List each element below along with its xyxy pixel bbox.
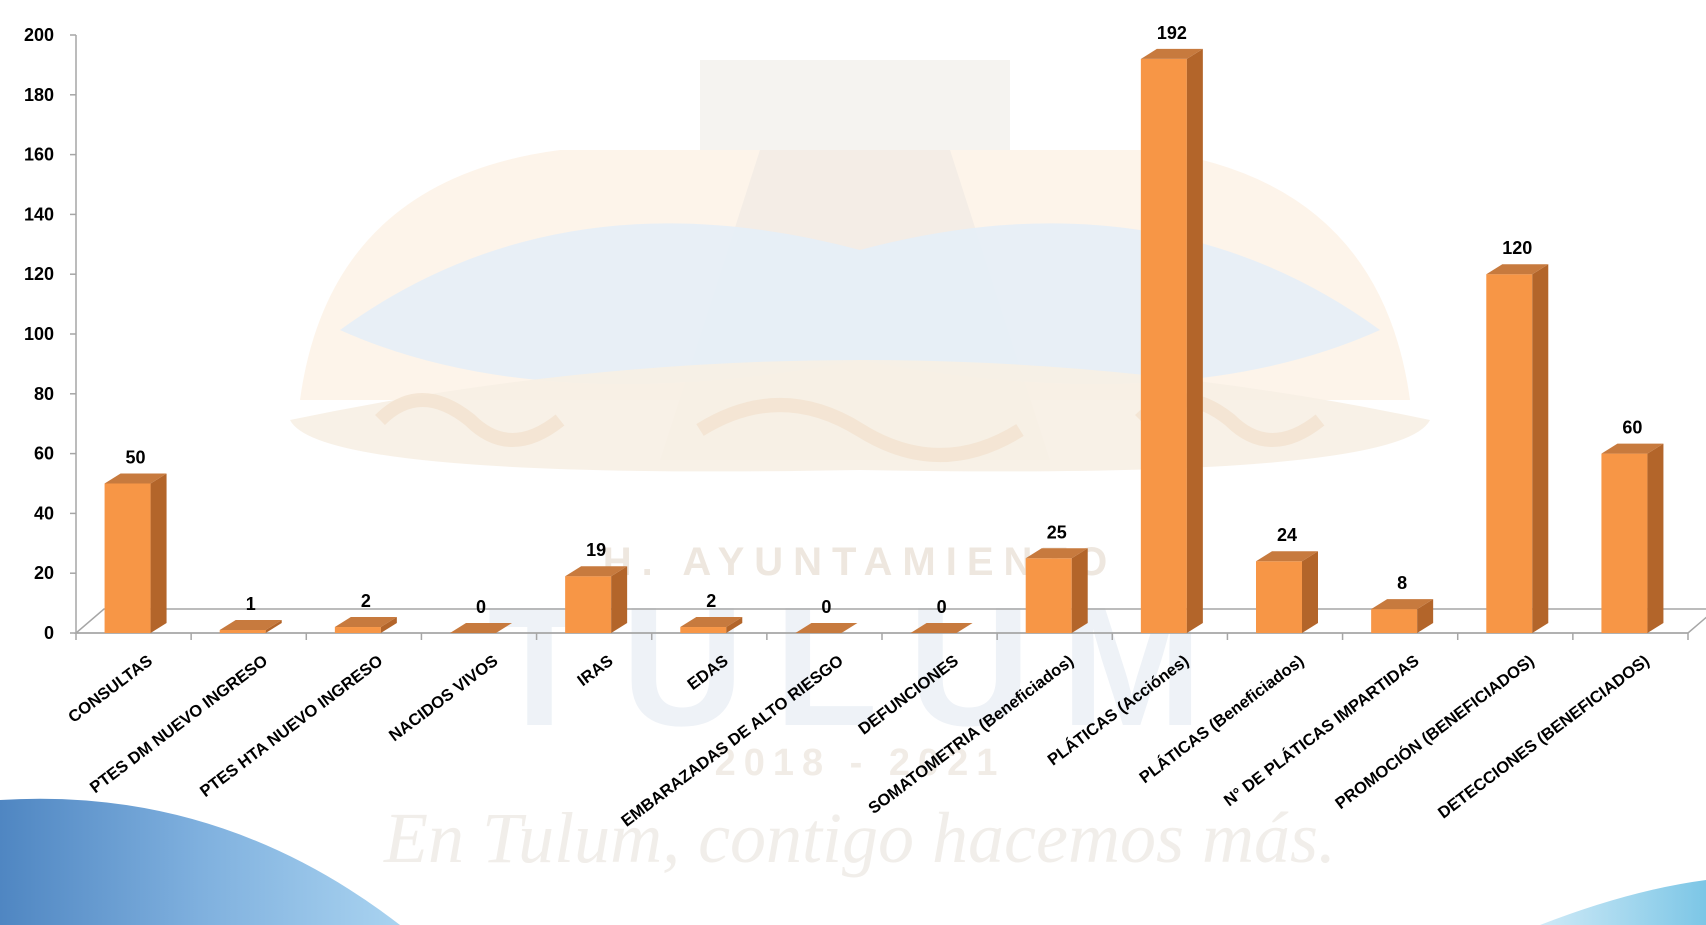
bar (104, 473, 167, 633)
bar-front-face (1486, 274, 1533, 633)
bar-side-face (1417, 599, 1434, 633)
bar-top-face (1256, 551, 1318, 562)
y-tick-label: 80 (34, 384, 54, 404)
bar-front-face (104, 483, 151, 633)
y-tick-label: 200 (24, 25, 54, 45)
y-tick-label: 180 (24, 85, 54, 105)
bar-front-face (565, 576, 612, 633)
bar-front-face (219, 630, 266, 633)
bar-top-face (334, 617, 397, 628)
x-category-label: CONSULTAS (65, 652, 156, 727)
bar-front-face (1601, 453, 1648, 633)
bar-front-face (1140, 58, 1187, 634)
bar-front-face (680, 627, 727, 633)
y-tick-label: 40 (34, 503, 54, 523)
y-tick-label: 120 (24, 264, 54, 284)
data-label: 24 (1277, 525, 1297, 545)
y-tick-label: 140 (24, 204, 54, 224)
wave-left-decoration (0, 798, 400, 925)
y-tick-label: 100 (24, 324, 54, 344)
bar-front-face (1256, 561, 1302, 633)
bar-top-face (1025, 548, 1088, 559)
bar (1256, 551, 1318, 633)
x-category-label: DETECCIONES (BENEFICIADOS) (1435, 652, 1653, 823)
bar-series (104, 48, 1664, 634)
data-label: 2 (361, 591, 371, 611)
bar-top-face (219, 620, 282, 631)
bar (1140, 48, 1203, 634)
bar-side-face (1071, 548, 1088, 633)
bar-side-face (265, 620, 282, 633)
data-label: 192 (1157, 23, 1187, 43)
bar (680, 617, 743, 633)
data-label: 8 (1397, 573, 1407, 593)
bar-top-face (1486, 264, 1549, 275)
data-label: 120 (1502, 238, 1532, 258)
bar-top-face (795, 623, 858, 633)
x-category-label: PROMOCIÓN (BENEFICIADOS) (1332, 651, 1538, 813)
bar (334, 617, 397, 633)
wave-right-decoration (1540, 880, 1706, 925)
x-category-label: PTES DM NUEVO INGRESO (87, 652, 271, 797)
data-label: 0 (476, 597, 486, 617)
bar (1486, 264, 1549, 633)
x-category-label: PTES HTA NUEVO INGRESO (197, 652, 387, 801)
y-tick-label: 20 (34, 563, 54, 583)
x-category-label: NACIDOS VIVOS (386, 652, 502, 745)
bar-side-face (1186, 48, 1203, 634)
bar-front-face (1371, 609, 1418, 633)
data-label: 50 (126, 448, 146, 468)
bar-top-face (565, 566, 628, 577)
bar (910, 623, 973, 633)
data-label: 0 (821, 597, 831, 617)
bar-side-face (1302, 551, 1318, 633)
bar-side-face (380, 617, 397, 633)
watermark-logo: H. AYUNTAMIENTO TULUM 2018 - 2021 En Tul… (290, 60, 1430, 878)
bar-side-face (611, 566, 628, 633)
bar-top-face (450, 623, 512, 633)
bar-top-face (104, 473, 167, 484)
pyramid-emblem (290, 60, 1430, 472)
data-label: 1 (246, 594, 256, 614)
watermark-slogan: En Tulum, contigo hacemos más. (383, 798, 1336, 878)
data-label: 60 (1622, 418, 1642, 438)
y-tick-label: 160 (24, 145, 54, 165)
bar-front-face (1025, 558, 1072, 633)
x-category-label: N° DE PLÁTICAS IMPARTIDAS (1220, 651, 1422, 810)
y-tick-label: 60 (34, 444, 54, 464)
data-label: 0 (937, 597, 947, 617)
bar (1371, 599, 1434, 633)
bar-top-face (910, 623, 973, 633)
bar-top-face (1140, 48, 1203, 59)
data-label: 19 (586, 540, 606, 560)
bar-top-face (1601, 443, 1664, 454)
data-label: 2 (706, 591, 716, 611)
bar-top-face (1371, 599, 1434, 610)
bar (219, 620, 282, 633)
bar-side-face (1532, 264, 1549, 633)
watermark-org: H. AYUNTAMIENTO (603, 540, 1117, 584)
y-tick-label: 0 (44, 623, 54, 643)
bar (1601, 443, 1664, 633)
bar (795, 623, 858, 633)
watermark-period: 2018 - 2021 (715, 742, 1006, 784)
bar-side-face (1647, 443, 1664, 633)
bar (1025, 548, 1088, 633)
data-label: 25 (1047, 522, 1067, 542)
bar (565, 566, 628, 633)
bar-front-face (334, 627, 381, 633)
bar (450, 623, 512, 633)
y-axis: 0 20 40 60 80 100 120 140 160 180 200 (24, 25, 77, 643)
bar-side-face (726, 617, 743, 633)
bar-side-face (150, 473, 167, 633)
bar-top-face (680, 617, 743, 628)
